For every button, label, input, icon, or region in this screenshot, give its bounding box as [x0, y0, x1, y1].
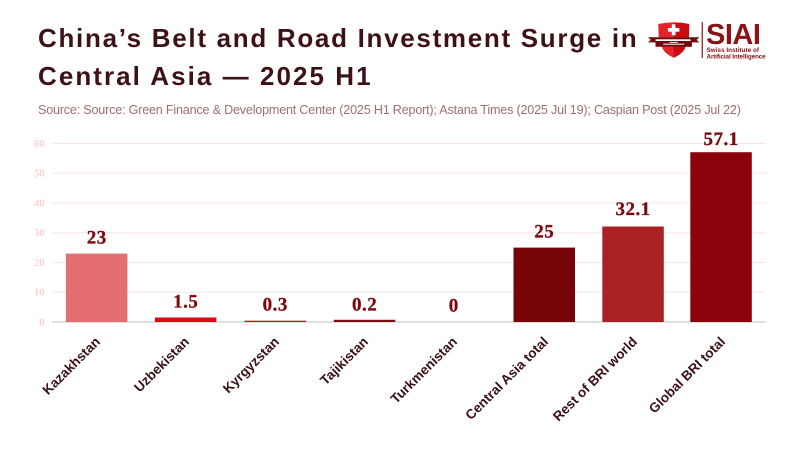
svg-text:Artificial Intelligence: Artificial Intelligence	[707, 54, 767, 61]
svg-text:40: 40	[34, 199, 45, 210]
svg-text:Central Asia total: Central Asia total	[462, 334, 551, 423]
svg-text:0.2: 0.2	[352, 295, 377, 316]
svg-text:Uzbekistan: Uzbekistan	[131, 334, 192, 395]
svg-text:57.1: 57.1	[703, 129, 738, 150]
svg-text:Kazakhstan: Kazakhstan	[39, 334, 103, 398]
svg-text:20: 20	[34, 258, 45, 269]
svg-text:0: 0	[449, 296, 459, 317]
svg-text:Rest of BRI world: Rest of BRI world	[550, 334, 640, 424]
svg-text:0: 0	[39, 318, 44, 329]
svg-text:Swiss Institute of: Swiss Institute of	[707, 47, 760, 54]
svg-text:Global BRI total: Global BRI total	[646, 334, 728, 416]
svg-text:32.1: 32.1	[615, 199, 650, 220]
svg-text:SIAI: SIAI	[706, 19, 760, 51]
svg-text:Tajikistan: Tajikistan	[317, 334, 371, 388]
svg-text:25: 25	[534, 222, 554, 243]
svg-text:50: 50	[34, 169, 45, 180]
svg-text:Kyrgyzstan: Kyrgyzstan	[220, 334, 282, 396]
svg-text:60: 60	[34, 139, 45, 150]
svg-text:30: 30	[34, 228, 45, 239]
svg-text:10: 10	[34, 288, 45, 299]
svg-text:0.3: 0.3	[263, 295, 288, 316]
svg-text:Turkmenistan: Turkmenistan	[388, 334, 461, 407]
svg-text:23: 23	[87, 228, 107, 249]
svg-text:1.5: 1.5	[173, 292, 198, 313]
